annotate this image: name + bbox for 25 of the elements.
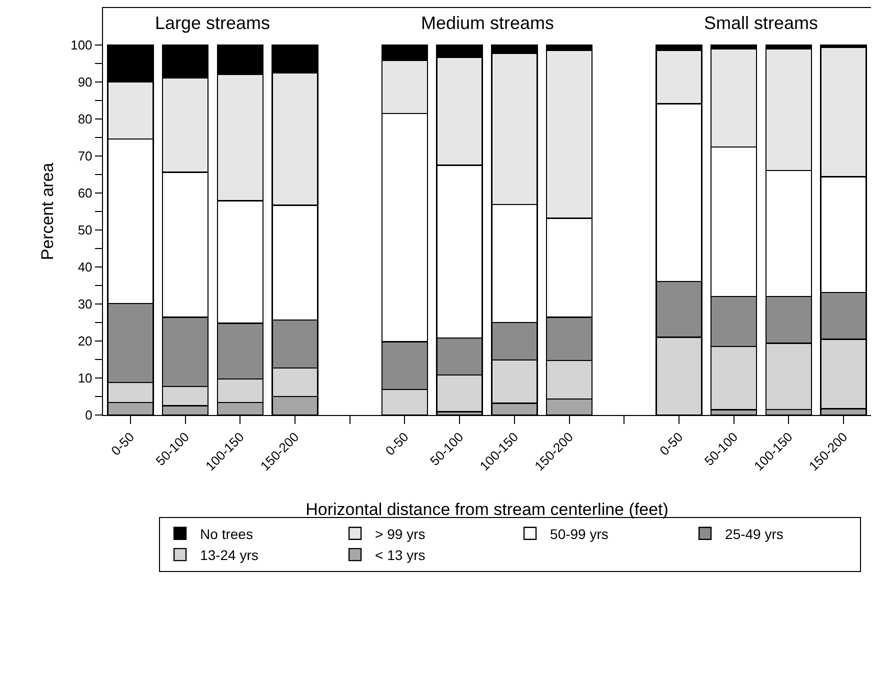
legend-label: < 13 yrs [375,547,426,564]
y-tick-label: 90 [78,74,92,90]
annotation: Large streams [155,13,270,33]
x-axis-title: Horizontal distance from stream centerline (feet) [306,500,668,520]
x-tick-label: 0-50 [108,429,138,458]
y-tick-label: 40 [78,260,92,275]
y-tick-label: 30 [78,296,92,312]
y-axis-title: Percent area [38,162,58,260]
y-tick-label: 50 [78,222,92,238]
annotation: Medium streams [421,13,554,33]
legend-label: No trees [200,526,253,542]
y-tick-label: 100 [70,38,92,53]
legend-label: > 99 yrs [375,526,426,542]
x-tick-label: 0-50 [656,429,686,458]
legend-label: 25-49 yrs [725,526,784,542]
legend-label: 50-99 yrs [550,526,608,542]
y-tick-label: 20 [78,334,92,349]
y-tick-label: 70 [78,148,92,164]
y-tick-label: 80 [78,112,92,127]
x-tick-label: 0-50 [382,429,412,458]
y-tick-label: 10 [78,370,92,386]
legend-label: 13-24 yrs [200,547,258,564]
y-tick-label: 0 [85,408,92,423]
y-tick-label: 60 [78,186,92,201]
annotation: Small streams [704,13,818,33]
